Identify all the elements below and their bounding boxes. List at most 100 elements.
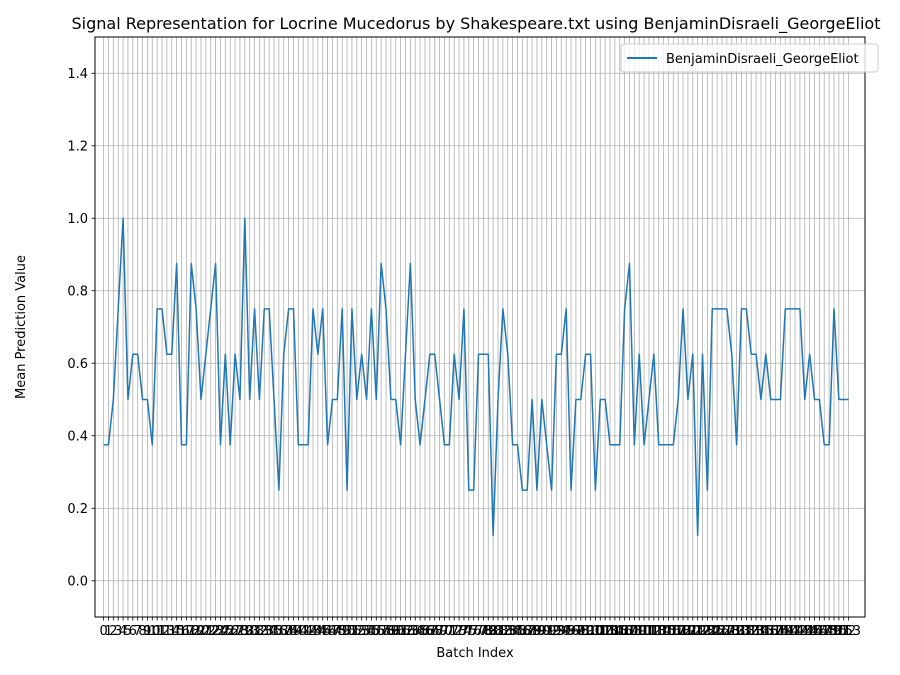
x-tick-label: 109 bbox=[622, 624, 647, 639]
x-tick-label: 148 bbox=[812, 624, 837, 639]
x-tick-label: 24 bbox=[212, 624, 229, 639]
x-tick-label: 37 bbox=[275, 624, 292, 639]
x-tick-label: 79 bbox=[480, 624, 497, 639]
x-tick-label: 90 bbox=[534, 624, 551, 639]
x-tick-label: 66 bbox=[417, 624, 434, 639]
x-tick-label: 86 bbox=[514, 624, 531, 639]
x-tick-label: 99 bbox=[577, 624, 594, 639]
x-tick-label: 153 bbox=[836, 624, 861, 639]
x-tick-label: 3 bbox=[114, 624, 122, 639]
x-tick-label: 46 bbox=[319, 624, 336, 639]
x-tick-label: 149 bbox=[817, 624, 842, 639]
series-line bbox=[103, 217, 849, 537]
x-tick-label: 70 bbox=[436, 624, 453, 639]
y-tick-label: 0.2 bbox=[67, 502, 88, 517]
x-tick-label: 1 bbox=[104, 624, 112, 639]
x-tick-label: 51 bbox=[344, 624, 361, 639]
x-tick-label: 136 bbox=[753, 624, 778, 639]
x-tick-label: 36 bbox=[271, 624, 288, 639]
x-tick-label: 43 bbox=[305, 624, 322, 639]
y-tick-label: 1.0 bbox=[67, 212, 88, 227]
x-tick-label: 134 bbox=[744, 624, 769, 639]
x-tick-label: 108 bbox=[617, 624, 642, 639]
x-tick-label: 76 bbox=[465, 624, 482, 639]
x-tick-label: 11 bbox=[149, 624, 166, 639]
y-axis-label: Mean Prediction Value bbox=[14, 255, 29, 399]
x-tick-label: 147 bbox=[807, 624, 832, 639]
x-tick-label: 75 bbox=[461, 624, 478, 639]
x-tick-label: 39 bbox=[285, 624, 302, 639]
x-tick-label: 17 bbox=[178, 624, 195, 639]
x-tick-label: 32 bbox=[251, 624, 268, 639]
x-tick-label: 143 bbox=[787, 624, 812, 639]
legend-box bbox=[620, 43, 879, 73]
x-tick-label: 83 bbox=[499, 624, 516, 639]
y-tick-label: 0.8 bbox=[67, 284, 88, 299]
x-tick-label: 114 bbox=[646, 624, 671, 639]
x-tick-label: 33 bbox=[256, 624, 273, 639]
x-tick-label: 117 bbox=[661, 624, 686, 639]
x-tick-label: 73 bbox=[451, 624, 468, 639]
x-tick-label: 87 bbox=[519, 624, 536, 639]
x-tick-label: 91 bbox=[538, 624, 555, 639]
x-tick-label: 13 bbox=[159, 624, 176, 639]
x-tick-label: 30 bbox=[241, 624, 258, 639]
x-tick-label: 41 bbox=[295, 624, 312, 639]
x-tick-label: 130 bbox=[724, 624, 749, 639]
x-tick-label: 126 bbox=[705, 624, 730, 639]
x-tick-label: 82 bbox=[495, 624, 512, 639]
x-tick-label: 120 bbox=[675, 624, 700, 639]
x-tick-label: 131 bbox=[729, 624, 754, 639]
x-tick-label: 95 bbox=[558, 624, 575, 639]
x-tick-label: 77 bbox=[470, 624, 487, 639]
y-tick-label: 0.4 bbox=[67, 429, 88, 444]
x-tick-label: 112 bbox=[637, 624, 662, 639]
x-tick-label: 124 bbox=[695, 624, 720, 639]
x-tick-label: 16 bbox=[173, 624, 190, 639]
x-tick-label: 68 bbox=[426, 624, 443, 639]
x-tick-label: 113 bbox=[641, 624, 666, 639]
x-tick-label: 56 bbox=[368, 624, 385, 639]
x-tick-label: 52 bbox=[349, 624, 366, 639]
x-tick-label: 60 bbox=[387, 624, 404, 639]
x-tick-label: 15 bbox=[168, 624, 185, 639]
x-tick-label: 9 bbox=[143, 624, 151, 639]
x-tick-label: 129 bbox=[719, 624, 744, 639]
x-tick-label: 93 bbox=[548, 624, 565, 639]
x-tick-label: 142 bbox=[783, 624, 808, 639]
x-tick-label: 101 bbox=[583, 624, 608, 639]
x-tick-label: 29 bbox=[237, 624, 254, 639]
x-tick-label: 74 bbox=[456, 624, 473, 639]
x-tick-label: 119 bbox=[671, 624, 696, 639]
x-tick-label: 23 bbox=[207, 624, 224, 639]
x-tick-label: 25 bbox=[217, 624, 234, 639]
x-tick-label: 133 bbox=[739, 624, 764, 639]
x-tick-label: 7 bbox=[134, 624, 142, 639]
x-tick-label: 152 bbox=[831, 624, 856, 639]
x-tick-label: 84 bbox=[504, 624, 521, 639]
x-tick-label: 2 bbox=[109, 624, 117, 639]
x-tick-label: 50 bbox=[339, 624, 356, 639]
x-tick-label: 19 bbox=[188, 624, 205, 639]
x-tick-label: 111 bbox=[632, 624, 657, 639]
x-tick-label: 98 bbox=[573, 624, 590, 639]
x-tick-label: 5 bbox=[124, 624, 132, 639]
x-tick-label: 61 bbox=[392, 624, 409, 639]
x-tick-label: 38 bbox=[280, 624, 297, 639]
x-tick-label: 31 bbox=[246, 624, 263, 639]
x-tick-label: 71 bbox=[441, 624, 458, 639]
x-tick-label: 14 bbox=[163, 624, 180, 639]
x-tick-label: 89 bbox=[529, 624, 546, 639]
x-tick-label: 27 bbox=[227, 624, 244, 639]
x-tick-label: 122 bbox=[685, 624, 710, 639]
x-tick-label: 64 bbox=[407, 624, 424, 639]
x-axis-ticks: 0123456789101112131415161718192021222324… bbox=[99, 617, 861, 639]
x-tick-label: 146 bbox=[802, 624, 827, 639]
x-tick-label: 145 bbox=[797, 624, 822, 639]
x-tick-label: 107 bbox=[612, 624, 637, 639]
x-tick-label: 59 bbox=[383, 624, 400, 639]
x-tick-label: 127 bbox=[710, 624, 735, 639]
x-tick-label: 55 bbox=[363, 624, 380, 639]
x-tick-label: 80 bbox=[485, 624, 502, 639]
